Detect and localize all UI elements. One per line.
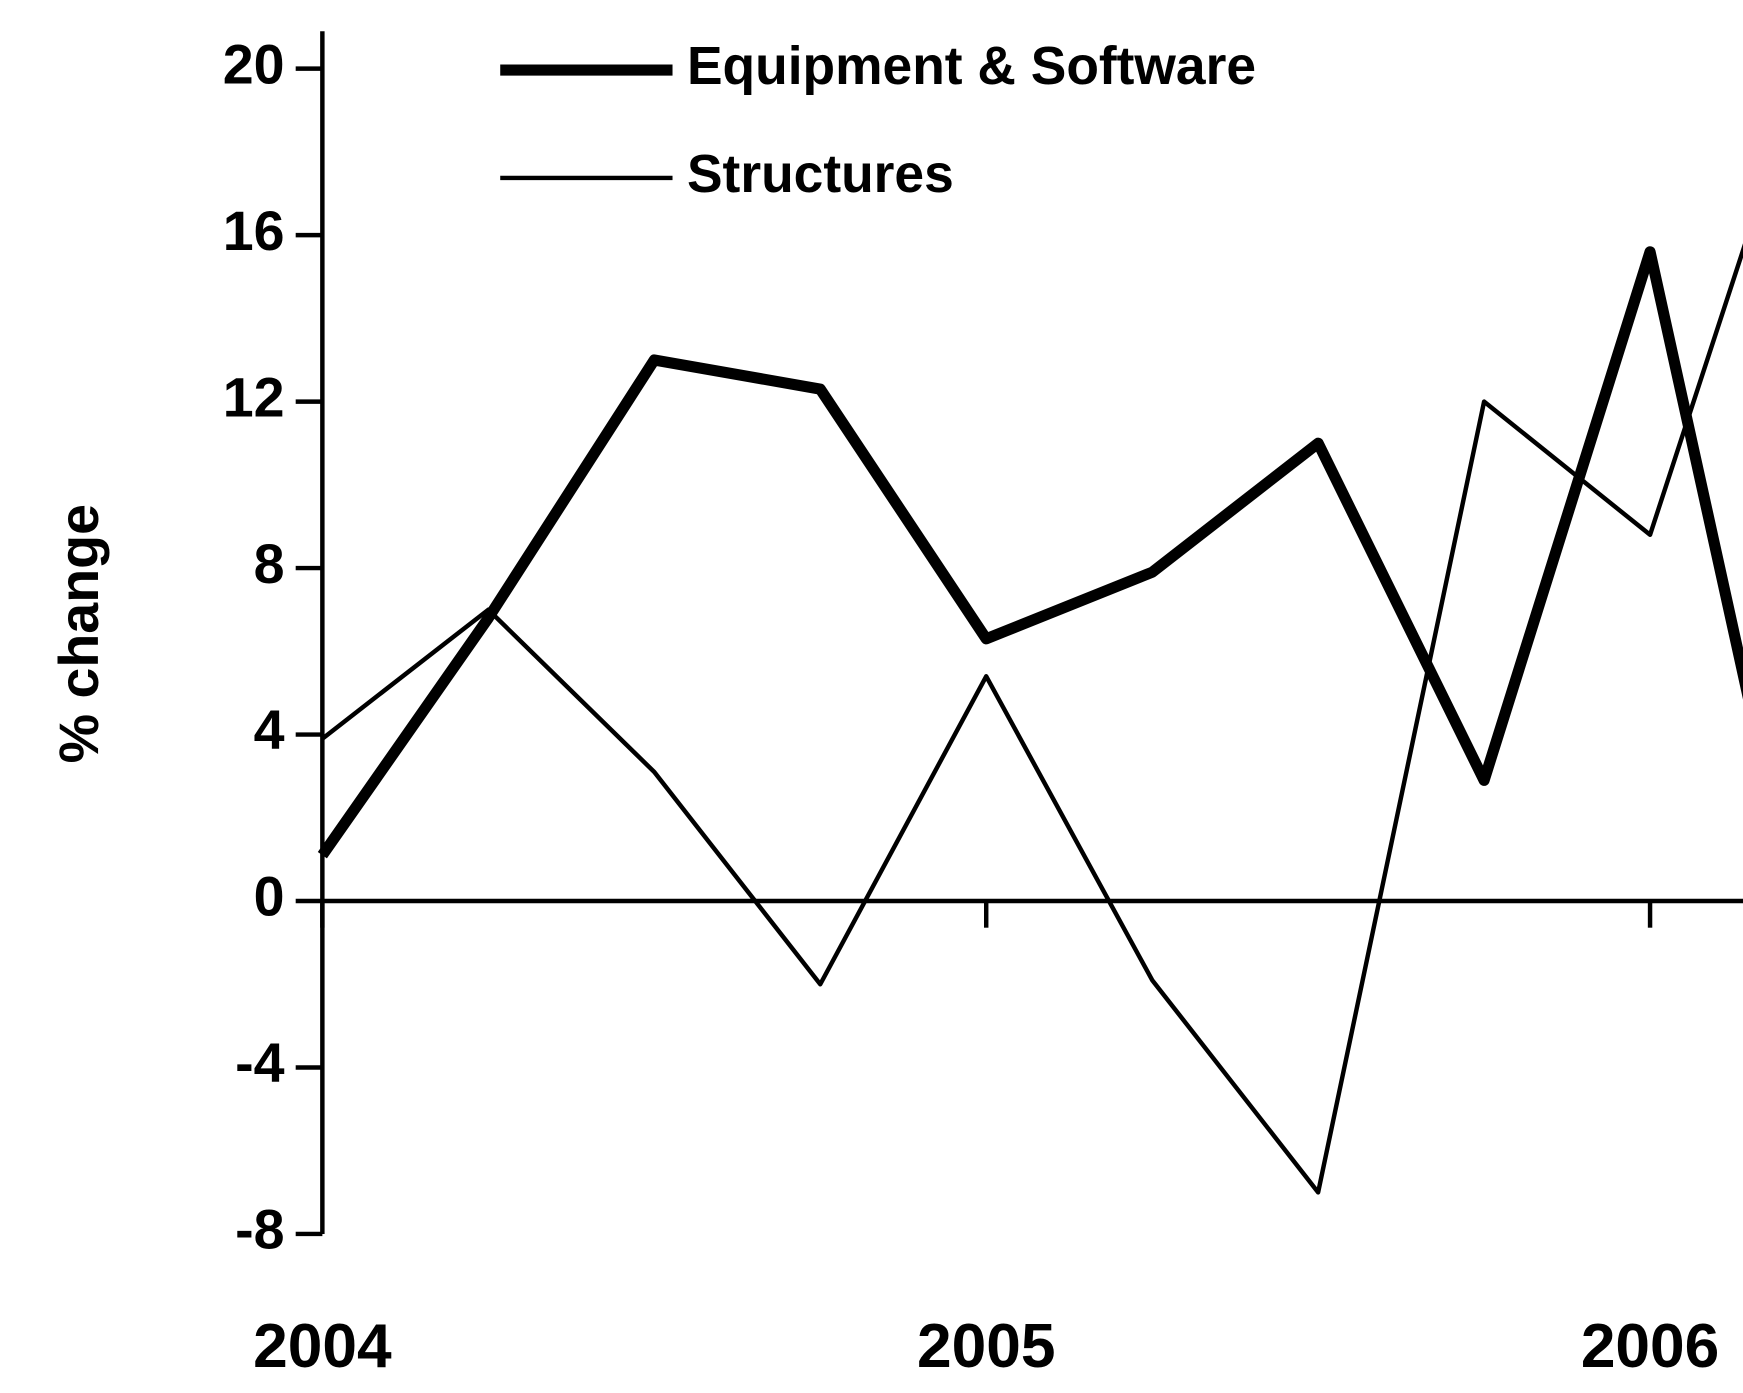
x-tick-label: 2006 [1581,1312,1719,1381]
y-tick-label: 12 [223,366,285,428]
y-axis-label: % change [48,504,110,763]
series-line [317,246,1743,859]
x-tick-label: 2005 [917,1312,1055,1381]
y-tick-label: 20 [223,33,285,95]
plot-area [317,243,1743,1195]
y-tick-label: 0 [254,866,285,928]
y-tick-label: 8 [254,533,285,595]
y-tick-label: -8 [235,1199,284,1261]
x-tick-label: 2004 [253,1312,392,1381]
y-tick-label: 4 [254,699,285,761]
y-tick-label: -4 [235,1032,285,1094]
series-line [321,243,1743,1195]
y-tick-label: 16 [223,200,285,262]
legend-label: Equipment & Software [687,37,1256,96]
legend-label: Structures [687,145,954,204]
